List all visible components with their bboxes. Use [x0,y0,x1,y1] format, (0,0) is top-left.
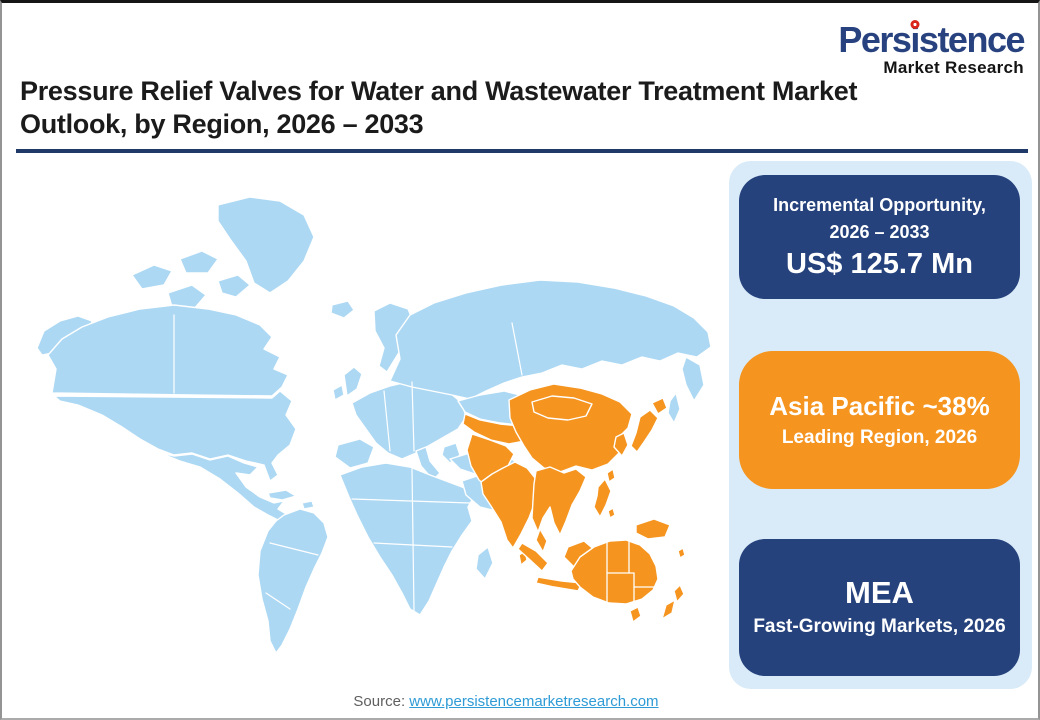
source-link[interactable]: www.persistencemarketresearch.com [409,693,659,710]
stat-card-leading-region: Asia Pacific ~38% Leading Region, 2026 [739,351,1020,489]
stats-panel: Incremental Opportunity, 2026 – 2033 US$… [729,161,1032,689]
stat-card-value: US$ 125.7 Mn [786,248,973,281]
map-highlighted-region-asia-pacific [462,383,686,623]
world-map [36,196,712,654]
stat-card-title: MEA [845,575,914,611]
stat-card-subtitle: Leading Region, 2026 [781,426,978,448]
stat-card-subtitle: Fast-Growing Markets, 2026 [753,616,1006,638]
source-attribution: Source: www.persistencemarketresearch.co… [2,693,1010,710]
page-title: Pressure Relief Valves for Water and Was… [20,76,858,140]
map-base-regions [36,196,712,654]
pmr-logo: Persistence Market Research [838,19,1025,78]
title-underline [16,149,1028,153]
map-internal-borders [173,314,523,612]
source-label: Source: [353,693,406,710]
map-australia-state-borders [606,540,658,604]
stat-card-label: Incremental Opportunity, 2026 – 2033 [773,195,986,243]
stat-card-incremental-opportunity: Incremental Opportunity, 2026 – 2033 US$… [739,175,1020,299]
stat-card-fast-growing-markets: MEA Fast-Growing Markets, 2026 [739,539,1020,676]
stat-card-title: Asia Pacific ~38% [769,390,990,421]
logo-brand-text: Persistence [838,19,1025,60]
logo-i-red-dot-icon: i [910,19,920,60]
logo-subtitle: Market Research [883,57,1024,77]
